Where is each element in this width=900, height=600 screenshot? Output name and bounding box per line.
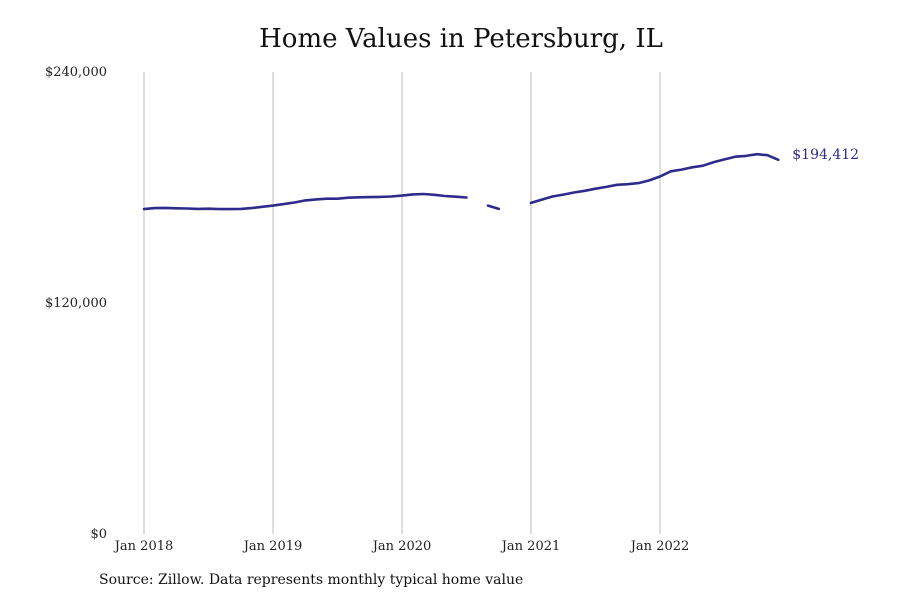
grid-lines <box>143 72 661 534</box>
series-line-segment <box>486 204 501 211</box>
y-tick-label: $240,000 <box>45 65 107 80</box>
y-axis-tick-labels: $0 $120,000 $240,000 <box>45 65 107 542</box>
series-line-segment <box>142 192 468 211</box>
end-value-label: $194,412 <box>792 147 859 163</box>
series-line <box>142 152 780 211</box>
x-tick-label: Jan 2019 <box>242 539 303 554</box>
y-tick-label: $0 <box>90 527 107 542</box>
series-line-segment <box>529 152 780 205</box>
x-tick-label: Jan 2022 <box>629 539 690 554</box>
chart-title: Home Values in Petersburg, IL <box>259 24 663 54</box>
source-note: Source: Zillow. Data represents monthly … <box>99 572 524 588</box>
x-tick-label: Jan 2021 <box>500 539 561 554</box>
x-tick-label: Jan 2020 <box>371 539 432 554</box>
x-tick-label: Jan 2018 <box>113 539 174 554</box>
y-tick-label: $120,000 <box>45 296 107 311</box>
x-axis-tick-labels: Jan 2018 Jan 2019 Jan 2020 Jan 2021 Jan 2022 <box>113 539 690 554</box>
